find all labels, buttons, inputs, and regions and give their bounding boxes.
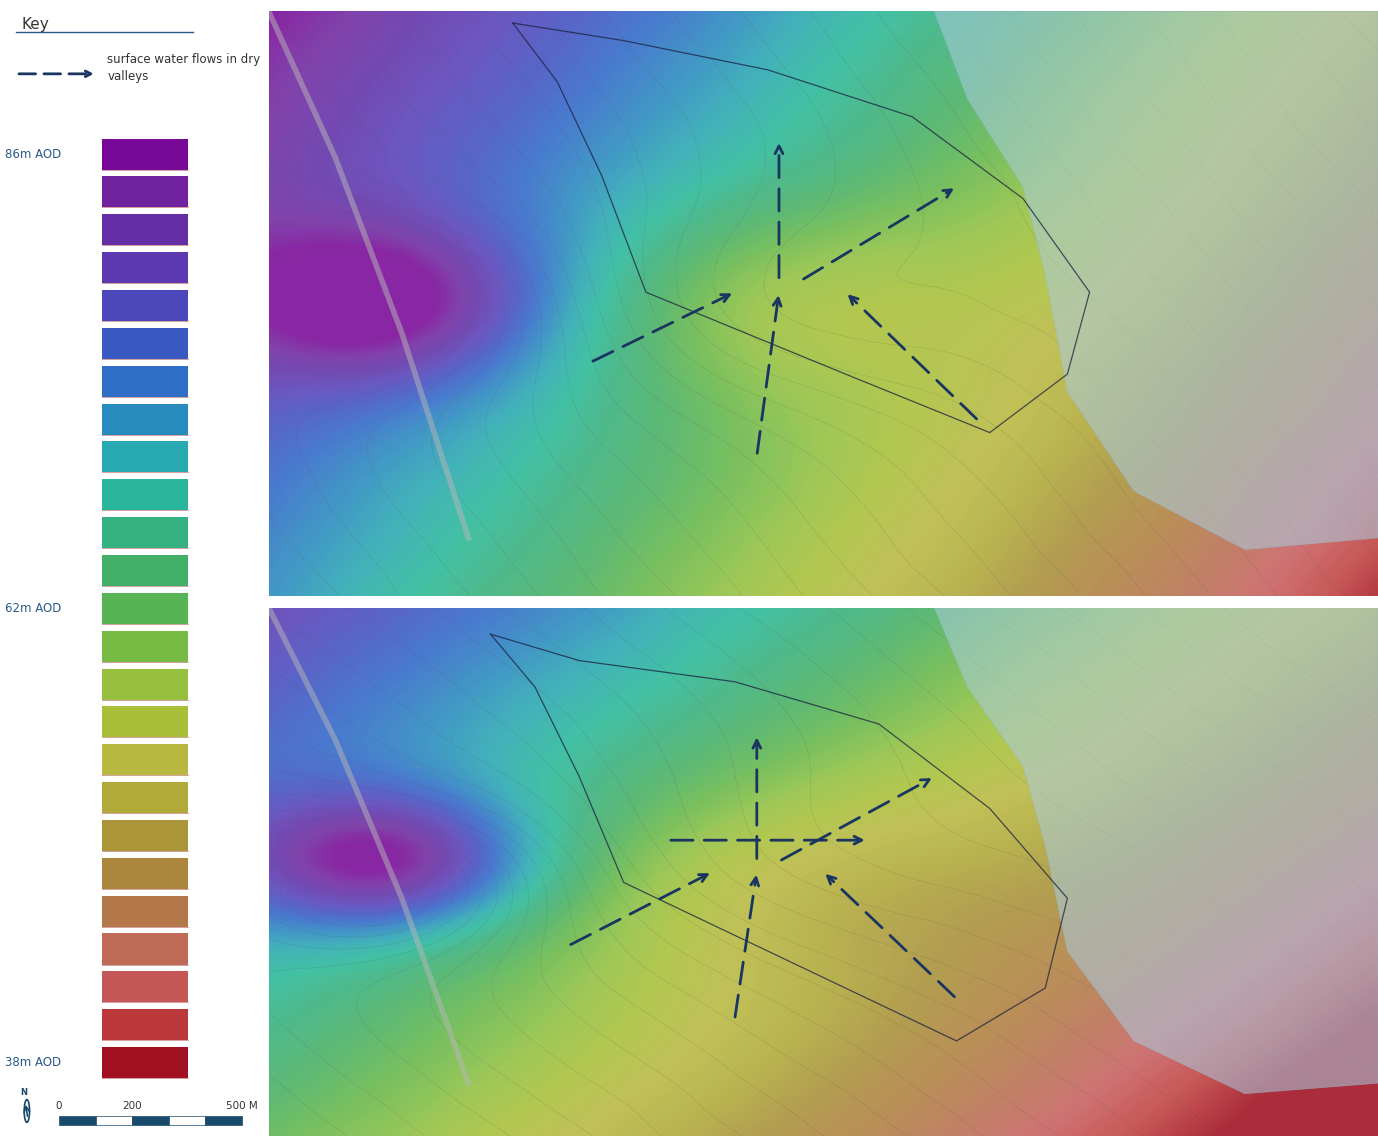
Bar — [102, 971, 189, 1002]
Text: 38m AOD: 38m AOD — [6, 1056, 62, 1069]
Bar — [102, 556, 189, 586]
Bar — [102, 858, 189, 888]
Text: 500 M: 500 M — [226, 1101, 258, 1111]
Bar — [102, 1047, 189, 1078]
Bar — [132, 1116, 168, 1125]
Bar — [102, 366, 189, 396]
Bar — [102, 820, 189, 851]
Text: surface water flows in dry
valleys: surface water flows in dry valleys — [107, 53, 260, 83]
Bar — [59, 1116, 95, 1125]
Bar — [102, 403, 189, 435]
Bar — [102, 139, 189, 169]
Bar — [102, 1009, 189, 1041]
Bar — [102, 744, 189, 775]
Text: 86m AOD: 86m AOD — [6, 148, 62, 160]
Text: 200: 200 — [123, 1101, 142, 1111]
Bar — [102, 668, 189, 700]
Bar — [102, 934, 189, 964]
Bar — [102, 479, 189, 510]
Polygon shape — [934, 608, 1378, 1094]
Text: N: N — [21, 1088, 28, 1097]
Bar — [102, 593, 189, 624]
Bar — [102, 442, 189, 473]
Bar — [102, 517, 189, 549]
Text: 62m AOD: 62m AOD — [6, 602, 62, 615]
Bar — [102, 895, 189, 927]
Text: Key: Key — [22, 17, 50, 32]
Bar — [102, 328, 189, 359]
Bar — [102, 782, 189, 813]
Bar — [102, 252, 189, 283]
Bar — [102, 707, 189, 737]
Bar — [168, 1116, 205, 1125]
Polygon shape — [934, 11, 1378, 550]
Bar — [102, 215, 189, 245]
Bar — [102, 176, 189, 208]
Bar — [102, 630, 189, 661]
Bar — [95, 1116, 132, 1125]
Bar — [102, 290, 189, 321]
Text: 0: 0 — [56, 1101, 62, 1111]
Bar — [205, 1116, 243, 1125]
